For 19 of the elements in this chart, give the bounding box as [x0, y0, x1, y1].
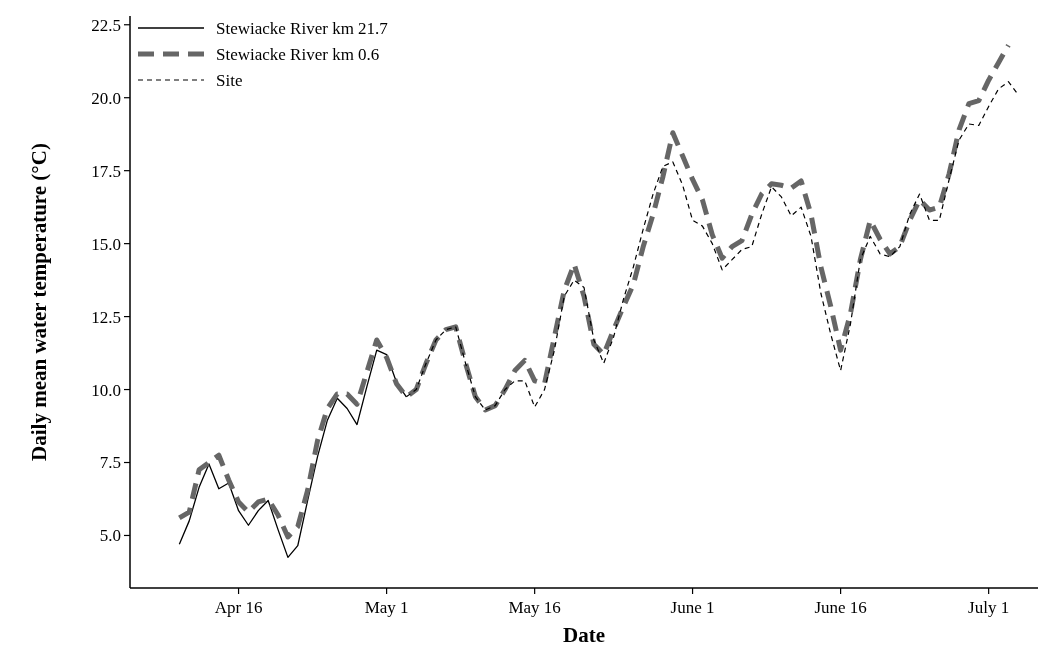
y-tick-label: 15.0: [91, 234, 121, 254]
y-tick-label: 22.5: [91, 15, 121, 35]
x-tick-label: May 16: [508, 598, 561, 617]
y-tick-label: 20.0: [91, 88, 121, 108]
x-tick-label: June 1: [670, 598, 715, 617]
x-axis-title: Date: [563, 623, 605, 647]
legend-label: Site: [216, 70, 243, 90]
legend-label: Stewiacke River km 0.6: [216, 44, 380, 64]
y-tick-label: 10.0: [91, 380, 121, 400]
x-tick-label: Apr 16: [214, 598, 263, 617]
x-tick-label: May 1: [364, 598, 409, 617]
legend-label: Stewiacke River km 21.7: [216, 18, 389, 38]
y-tick-label: 7.5: [99, 453, 121, 473]
y-axis-title: Daily mean water temperature (°C): [27, 143, 51, 461]
y-tick-label: 17.5: [91, 161, 121, 181]
x-tick-label: July 1: [968, 598, 1010, 617]
x-tick-label: June 16: [814, 598, 867, 617]
y-tick-label: 12.5: [91, 307, 121, 327]
y-tick-label: 5.0: [99, 526, 121, 546]
